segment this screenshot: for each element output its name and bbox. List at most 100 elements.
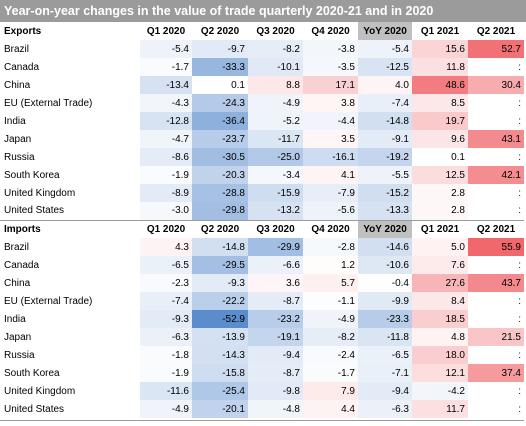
value-cell: -14.8 [192,238,248,256]
column-header: Q3 2020 [248,219,303,238]
column-header: Q3 2020 [256,25,295,37]
value-cell: 4.4 [303,400,358,418]
value-cell: -20.1 [192,400,248,418]
value-cell: 2.8 [412,184,468,202]
value-cell: -2.3 [140,274,192,292]
value-cell: -5.2 [248,112,303,130]
table-row: Japan -4.7 -23.7 -11.7 3.5 -9.1 9.6 43.1 [0,130,524,148]
value-cell: 7.6 [412,256,468,274]
value-cell: -33.3 [192,58,248,76]
value-cell: -19.1 [248,328,303,346]
table-row: Russia -8.6 -30.5 -25.0 -16.1 -19.2 0.1: [0,148,524,166]
table-row: EU (External Trade) -4.3 -24.3 -4.9 3.8 -7.4 8… [0,94,524,112]
column-header: Q1 2021 [420,25,460,37]
trade-table: Exports Q1 2020 Q2 2020 Q3 2020 Q4 2020 YoY 2… [0,22,524,418]
column-header: Q1 2021 [412,219,468,238]
value-cell: -25.4 [192,382,248,400]
table-row: United States -3.0 -29.8 -13.2 -5.6 -13.3 2.8: [0,202,524,220]
value-cell: 8.4 [412,292,468,310]
value-cell: 21.5 [468,328,524,346]
section-header-0: Exports Q1 2020 Q2 2020 Q3 2020 Q4 2020 YoY 2… [0,22,524,40]
value-cell: -15.8 [192,364,248,382]
value-cell: -9.4 [248,346,303,364]
country-label: United Kingdom [4,385,76,397]
value-cell: 0.1 [412,148,468,166]
value-cell: -9.3 [140,310,192,328]
value-cell: -7.9 [303,184,358,202]
country-label: Brazil [4,241,30,253]
value-cell: -8.7 [248,364,303,382]
table-row: United Kingdom -11.6 -25.4 -9.8 7.9 -9.4 -4.2: [0,382,524,400]
value-cell: : [468,94,524,112]
value-cell: -29.9 [248,238,303,256]
value-cell: -5.6 [303,202,358,220]
country-label: India [4,313,26,325]
value-cell: -4.9 [248,94,303,112]
value-cell: 27.6 [412,274,468,292]
value-cell: 18.0 [412,346,468,364]
value-cell: 4.8 [412,328,468,346]
value-cell: -9.9 [358,292,412,310]
table-row: India -9.3 -52.9 -23.2 -4.9 -23.3 18.5: [0,310,524,328]
value-cell: 4.0 [358,76,412,94]
value-cell: 4.1 [303,166,358,184]
value-cell: -13.4 [140,76,192,94]
section-label: Exports [4,25,42,37]
table-row: Canada -1.7 -33.3 -10.1 -3.5 -12.5 11.8: [0,58,524,76]
value-cell: 52.7 [468,40,524,58]
value-cell: 7.9 [303,382,358,400]
value-cell: : [468,400,524,418]
table-row: China -2.3 -9.3 3.6 5.7 -0.4 27.6 43.7 [0,274,524,292]
value-cell: -1.7 [140,58,192,76]
value-cell: -1.8 [140,346,192,364]
table-row: Brazil 4.3 -14.8 -29.9 -2.8 -14.6 5.0 55.9 [0,238,524,256]
table-row: EU (External Trade) -7.4 -22.2 -8.7 -1.1 -9.9… [0,292,524,310]
column-header: Q1 2020 [146,25,186,37]
country-label: China [4,79,31,91]
value-cell: -6.6 [248,256,303,274]
value-cell: -9.7 [192,40,248,58]
value-cell: -4.2 [412,382,468,400]
section-header-1: Imports Q1 2020 Q2 2020 Q3 2020 Q4 2020 YoY 2… [0,219,524,238]
value-cell: -29.5 [192,256,248,274]
value-cell: -29.8 [192,202,248,220]
value-cell: -15.9 [248,184,303,202]
value-cell: -5.4 [358,40,412,58]
bottom-border [0,420,524,421]
value-cell: 12.5 [412,166,468,184]
country-label: EU (External Trade) [4,295,93,307]
value-cell: -10.1 [248,58,303,76]
value-cell: -6.3 [358,400,412,418]
country-label: Canada [4,259,40,271]
country-label: South Korea [4,367,60,379]
value-cell: -24.3 [192,94,248,112]
column-header: Q2 2021 [476,25,516,37]
value-cell: : [468,346,524,364]
value-cell: -22.2 [192,292,248,310]
value-cell: 0.1 [192,76,248,94]
table-row: Brazil -5.4 -9.7 -8.2 -3.8 -5.4 15.6 52.7 [0,40,524,58]
column-header: Q1 2020 [140,219,192,238]
column-header: YoY 2020 [358,219,412,238]
value-cell: -3.0 [140,202,192,220]
value-cell: -13.2 [248,202,303,220]
table-row: United States -4.9 -20.1 -4.8 4.4 -6.3 11.7: [0,400,524,418]
value-cell: : [468,148,524,166]
value-cell: 1.2 [303,256,358,274]
value-cell: -2.4 [303,346,358,364]
country-label: India [4,115,26,127]
value-cell: -1.9 [140,166,192,184]
value-cell: -6.5 [140,256,192,274]
value-cell: : [468,202,524,220]
value-cell: -10.6 [358,256,412,274]
country-label: Japan [4,331,32,343]
value-cell: -11.8 [358,328,412,346]
table-row: South Korea -1.9 -20.3 -3.4 4.1 -5.5 12.5 42.1 [0,166,524,184]
value-cell: -2.8 [303,238,358,256]
value-cell: -4.4 [303,112,358,130]
value-cell: -52.9 [192,310,248,328]
value-cell: 43.1 [468,130,524,148]
column-header: Q2 2020 [192,219,248,238]
country-label: Russia [4,151,35,163]
value-cell: : [468,256,524,274]
